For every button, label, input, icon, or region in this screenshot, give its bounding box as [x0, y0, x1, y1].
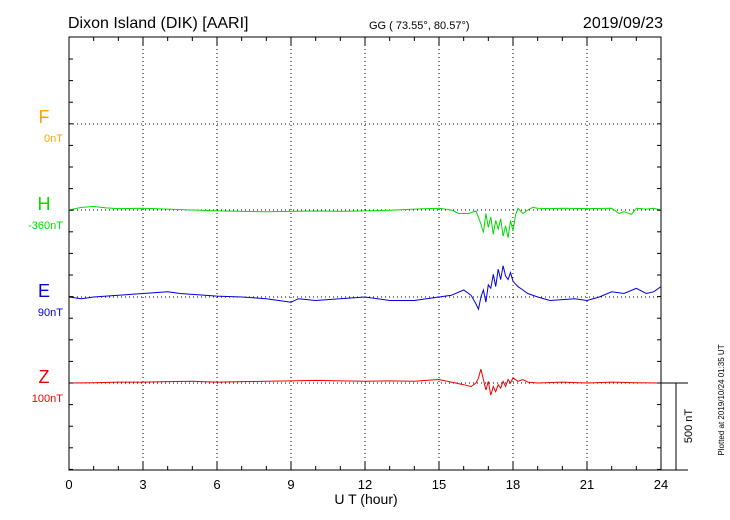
- x-tick-label: 0: [65, 477, 72, 492]
- component-letter-f: F: [39, 107, 50, 127]
- x-tick-label: 12: [358, 477, 372, 492]
- component-traces: [68, 205, 662, 396]
- component-base-z: 100nT: [32, 393, 63, 405]
- x-tick-label: 15: [432, 477, 446, 492]
- component-base-e: 90nT: [38, 307, 63, 319]
- x-tick-label: 9: [287, 477, 294, 492]
- component-letter-h: H: [38, 194, 51, 214]
- date-label: 2019/09/23: [583, 15, 663, 32]
- component-base-f: 0nT: [44, 133, 63, 145]
- x-tick-label: 6: [213, 477, 220, 492]
- x-tick-label: 24: [654, 477, 668, 492]
- coordinates-label: GG ( 73.55°, 80.57°): [369, 20, 470, 32]
- trace-z: [68, 368, 662, 396]
- station-title: Dixon Island (DIK) [AARI]: [68, 15, 249, 32]
- plotted-at-note: Plotted at 2019/10/24 01:35 UT: [717, 344, 726, 455]
- component-labels: F 0nT H -360nT E 90nT Z 100nT: [28, 107, 63, 405]
- scale-bar-label: 500 nT: [683, 409, 695, 444]
- x-axis-label: U T (hour): [334, 491, 397, 507]
- grid-lines: [142, 37, 588, 470]
- component-base-h: -360nT: [28, 220, 63, 232]
- component-letter-e: E: [38, 281, 50, 301]
- chart-header: Dixon Island (DIK) [AARI] GG ( 73.55°, 8…: [68, 15, 663, 32]
- trace-e: [68, 265, 662, 311]
- component-letter-z: Z: [39, 367, 50, 387]
- scale-bar: 500 nT: [661, 382, 695, 471]
- x-axis-ticks: 0 3 6 9 12 15 18 21 24: [65, 37, 668, 492]
- trace-h: [68, 205, 662, 238]
- x-tick-label: 18: [506, 477, 520, 492]
- x-tick-label: 3: [139, 477, 146, 492]
- x-tick-label: 21: [580, 477, 594, 492]
